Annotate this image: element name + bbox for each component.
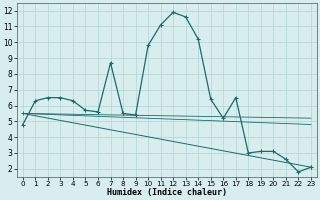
X-axis label: Humidex (Indice chaleur): Humidex (Indice chaleur) xyxy=(107,188,227,197)
